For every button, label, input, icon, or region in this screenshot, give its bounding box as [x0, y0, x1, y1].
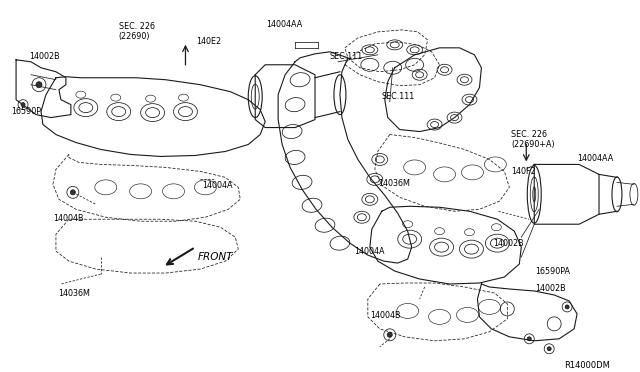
Text: 140F2: 140F2 [511, 167, 536, 176]
Text: 14004B: 14004B [53, 214, 83, 223]
Circle shape [527, 337, 531, 341]
Polygon shape [255, 65, 315, 128]
Text: 14036M: 14036M [378, 179, 410, 188]
Text: (22690+A): (22690+A) [511, 140, 555, 148]
Circle shape [70, 190, 76, 195]
Text: 16590PA: 16590PA [535, 267, 570, 276]
Text: SEC.111: SEC.111 [382, 92, 415, 101]
Polygon shape [41, 77, 265, 157]
Circle shape [21, 103, 25, 107]
Text: SEC. 226: SEC. 226 [511, 129, 547, 138]
Circle shape [547, 347, 551, 351]
Text: 14004B: 14004B [370, 311, 401, 320]
Polygon shape [385, 48, 481, 132]
Circle shape [565, 305, 569, 309]
Text: 14002B: 14002B [29, 52, 60, 61]
Text: 140E2: 140E2 [196, 37, 221, 46]
Text: SEC.111: SEC.111 [330, 52, 364, 61]
Text: (22690): (22690) [118, 32, 150, 41]
Circle shape [387, 332, 392, 337]
Polygon shape [477, 284, 577, 341]
Polygon shape [16, 60, 71, 118]
Text: R14000DM: R14000DM [564, 361, 610, 370]
Text: FRONT: FRONT [197, 252, 233, 262]
Polygon shape [370, 206, 522, 284]
Text: 14004A: 14004A [354, 247, 385, 256]
Text: 14002B: 14002B [493, 239, 524, 248]
Text: 14004AA: 14004AA [577, 154, 613, 163]
Text: 14036M: 14036M [58, 289, 90, 298]
Text: 14002B: 14002B [535, 284, 566, 293]
Polygon shape [534, 164, 599, 224]
Text: SEC. 226: SEC. 226 [118, 22, 155, 31]
Text: 14004A: 14004A [202, 182, 233, 190]
Circle shape [36, 82, 42, 88]
Text: 16590P: 16590P [11, 107, 41, 116]
Text: 14004AA: 14004AA [266, 20, 303, 29]
Polygon shape [278, 52, 412, 263]
